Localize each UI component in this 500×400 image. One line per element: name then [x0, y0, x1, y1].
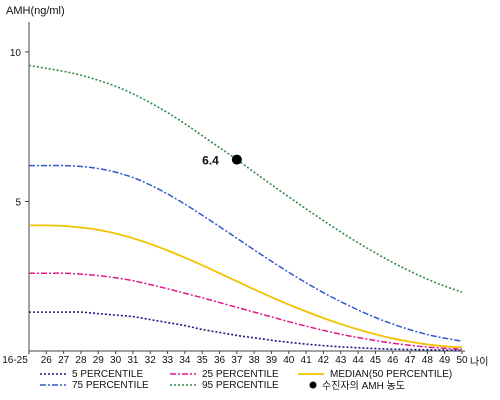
x-tick-label: 26	[41, 355, 53, 366]
x-tick-label: 32	[145, 355, 157, 366]
legend-label-2: MEDIAN(50 PERCENTILE)	[330, 369, 452, 380]
x-tick-label: 36	[214, 355, 226, 366]
series-line-0	[29, 311, 463, 352]
legend-label-0: 5 PERCENTILE	[72, 369, 143, 380]
x-tick-label: 49	[439, 355, 451, 366]
y-ticks: 5 10	[10, 48, 29, 208]
x-tick-label: 47	[404, 355, 416, 366]
series-line-3	[28, 164, 463, 342]
x-ticks: 16-25 26 27 28 29 30 31 32 33 34 35 36 37 38 39 40 41 42 4…	[2, 351, 468, 366]
y-tick-label: 5	[15, 197, 21, 208]
patient-amh-point	[231, 154, 242, 165]
patient-marker: 6.4	[202, 154, 242, 168]
patient-amh-value-label: 6.4	[202, 154, 219, 168]
x-tick-label: 46	[387, 355, 399, 366]
series-line-2	[28, 224, 463, 349]
legend-label-4: 95 PERCENTILE	[202, 380, 279, 391]
x-tick-label: 48	[422, 355, 434, 366]
x-tick-label: 44	[353, 355, 365, 366]
y-axis-label: AMH(ng/ml)	[6, 5, 65, 17]
x-tick-label: 30	[110, 355, 122, 366]
x-tick-label: 29	[93, 355, 105, 366]
x-tick-label: 16-25	[2, 355, 28, 366]
legend-marker-dot	[309, 381, 317, 389]
x-tick-label: 38	[249, 355, 261, 366]
x-tick-label: 37	[231, 355, 243, 366]
x-tick-label: 50	[456, 355, 468, 366]
x-tick-label: 39	[266, 355, 278, 366]
series-lines	[28, 64, 463, 352]
x-tick-label: 34	[179, 355, 191, 366]
legend-label-3: 75 PERCENTILE	[72, 380, 149, 391]
series-line-1	[29, 272, 463, 350]
x-tick-label: 42	[318, 355, 330, 366]
x-tick-label: 43	[335, 355, 347, 366]
x-tick-label: 40	[283, 355, 295, 366]
x-tick-label: 28	[75, 355, 87, 366]
series-line-4	[28, 64, 463, 293]
x-tick-label: 27	[58, 355, 70, 366]
x-tick-label: 45	[370, 355, 382, 366]
legend-marker-label: 수진자의 AMH 농도	[322, 380, 405, 392]
x-tick-label: 33	[162, 355, 174, 366]
y-tick-label: 10	[10, 48, 22, 59]
x-axis-label: 나이	[470, 356, 488, 368]
legend: 5 PERCENTILE 25 PERCENTILE MEDIAN(50 PERCE…	[40, 369, 452, 392]
x-tick-label: 41	[301, 355, 313, 366]
legend-label-1: 25 PERCENTILE	[202, 369, 279, 380]
x-tick-label: 35	[197, 355, 209, 366]
x-tick-label: 31	[127, 355, 139, 366]
